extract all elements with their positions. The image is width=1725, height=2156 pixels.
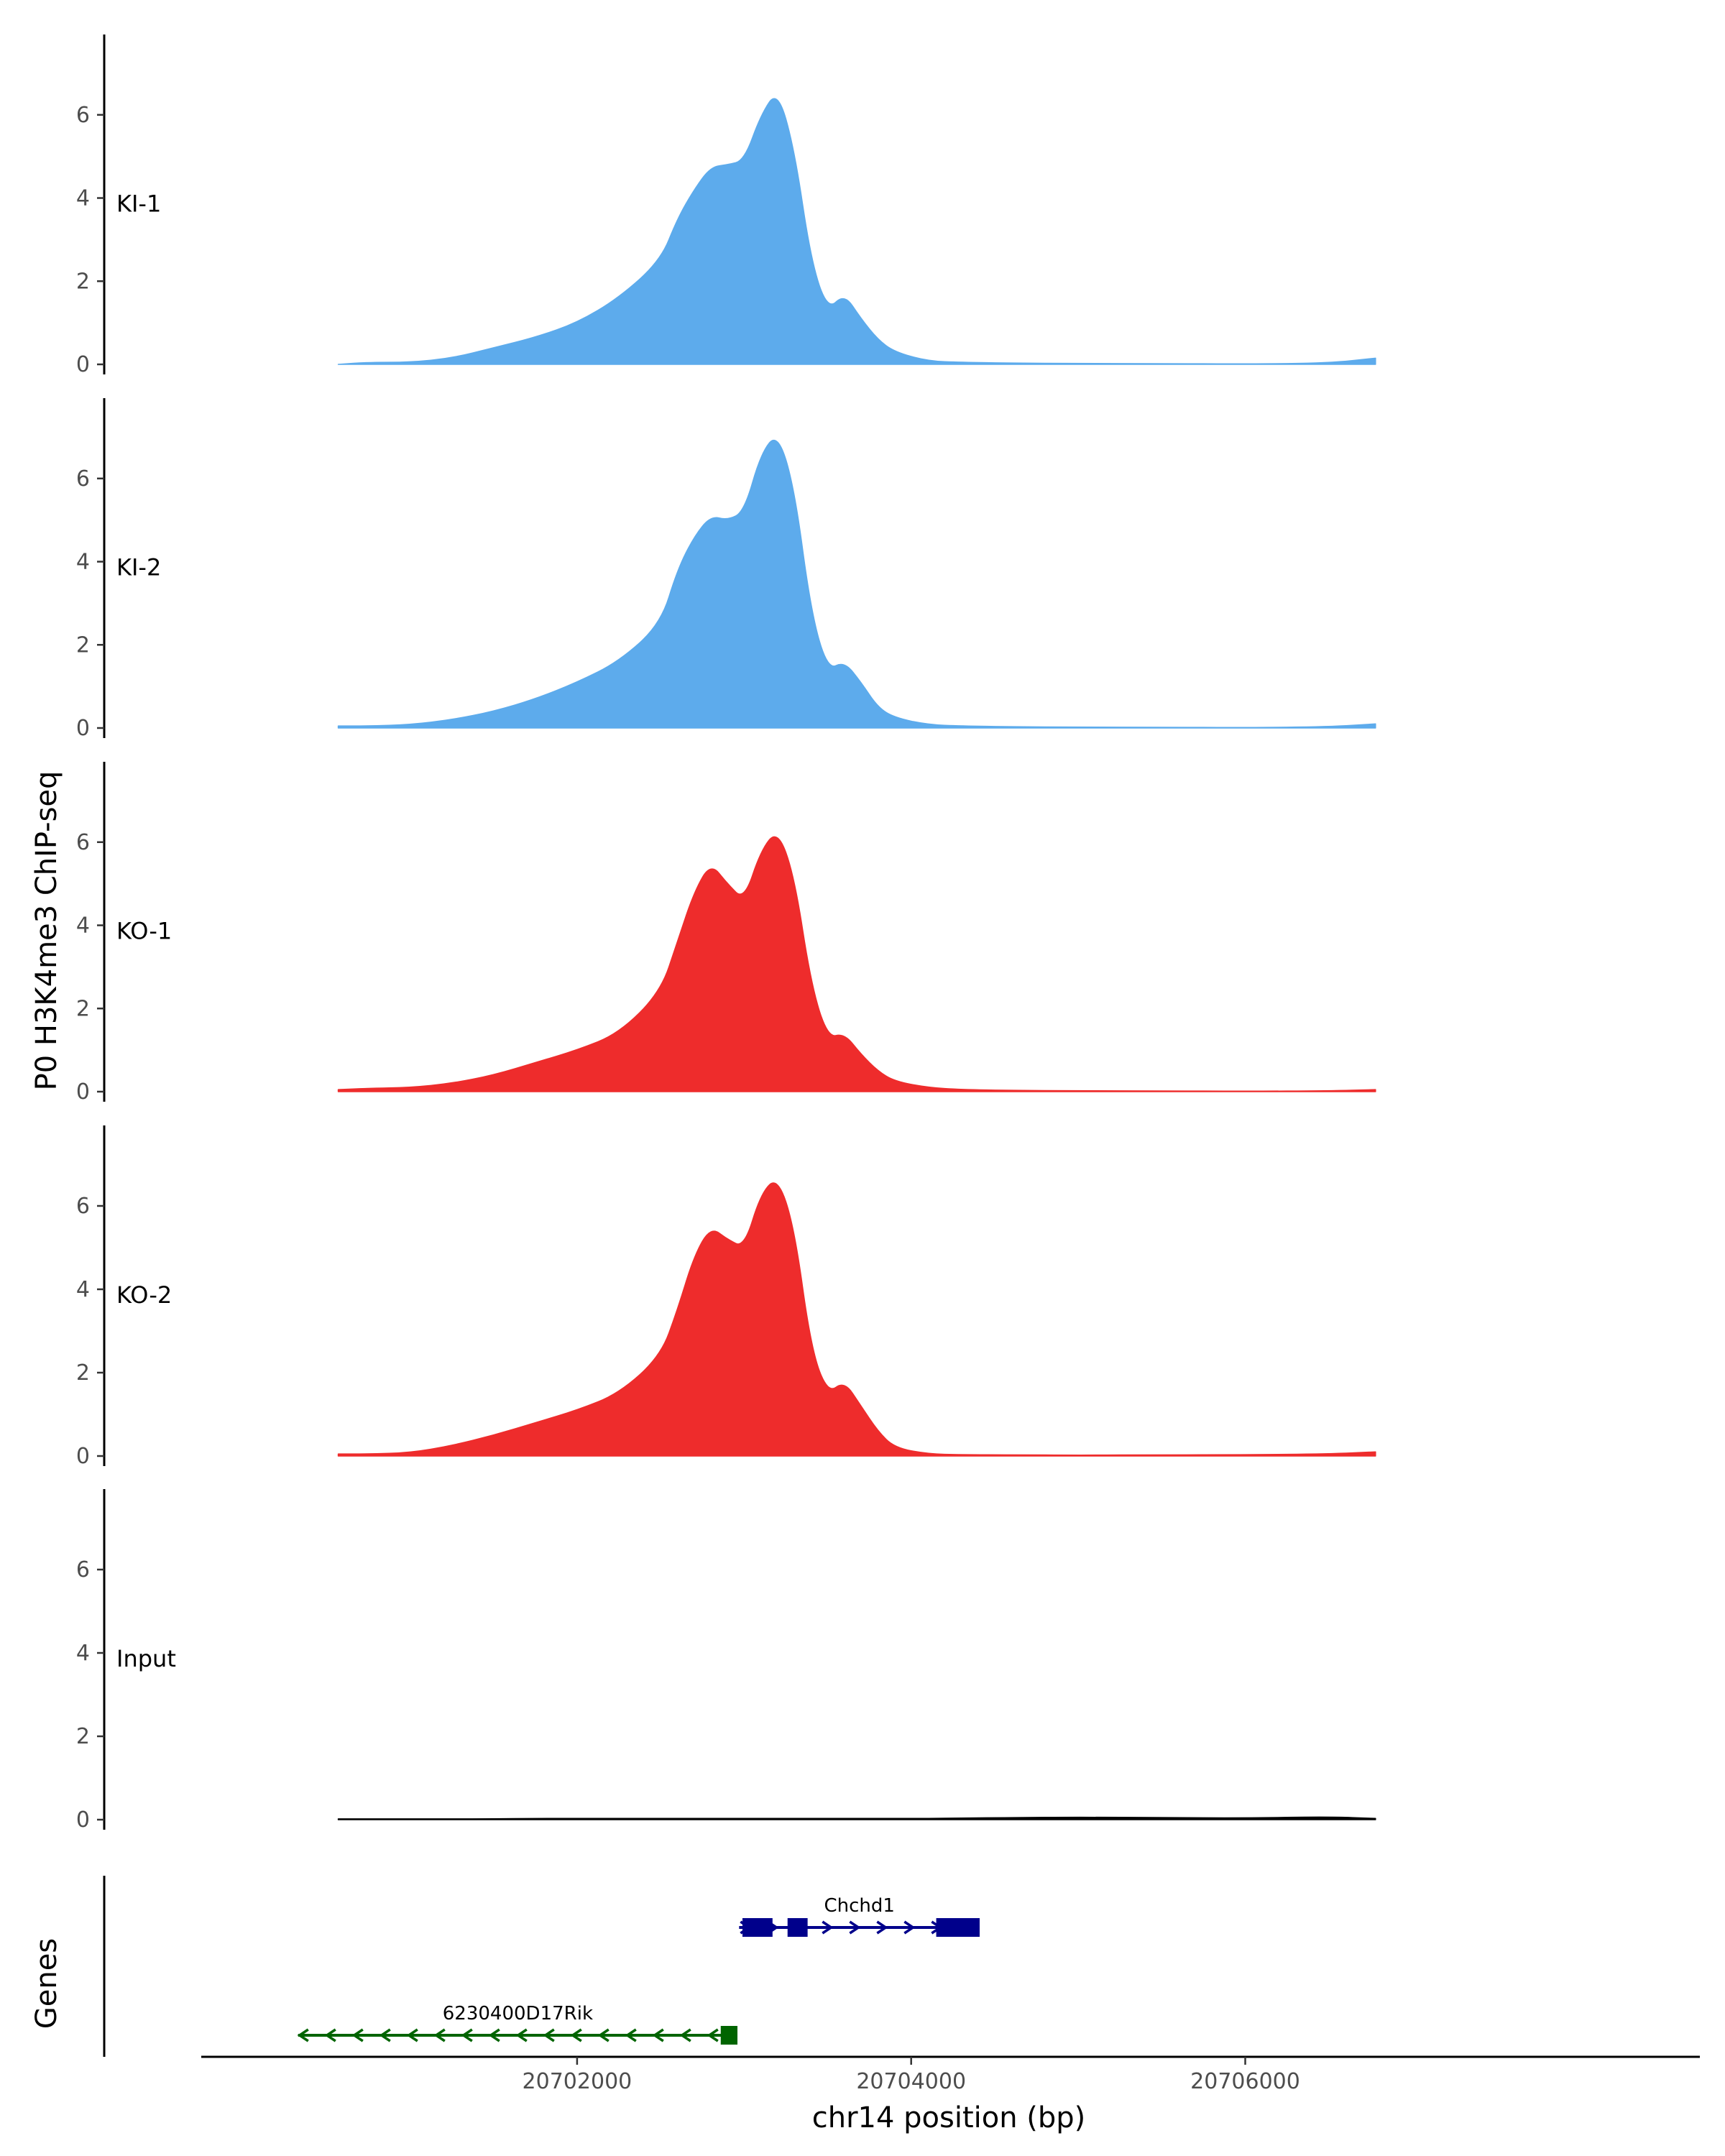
coverage-area — [337, 836, 1376, 1092]
strand-arrow — [597, 2028, 610, 2042]
x-tick-label: 20704000 — [856, 2069, 966, 2094]
y-tick-label: 4 — [76, 913, 90, 939]
strand-arrow — [433, 2028, 446, 2042]
y-tick-label: 0 — [76, 352, 90, 377]
exon — [936, 1918, 980, 1937]
gene-chchd1: Chchd1 — [739, 1895, 980, 1937]
track-ki-2: 0 2 4 6 KI-2 — [76, 398, 1376, 741]
strand-arrow — [652, 2028, 664, 2042]
x-axis: 20702000 20704000 20706000 — [201, 2055, 1700, 2094]
strand-arrow — [461, 2028, 473, 2042]
y-tick-label: 4 — [76, 1277, 90, 1302]
exon — [720, 2026, 738, 2045]
strand-arrow — [625, 2028, 637, 2042]
y-tick-label: 2 — [76, 632, 90, 658]
y-tick-label: 0 — [76, 1444, 90, 1469]
track-label: KI-2 — [116, 554, 161, 581]
track-input: 0 2 4 6 Input — [76, 1489, 1376, 1833]
coverage-area — [337, 98, 1376, 365]
exon — [787, 1918, 808, 1937]
y-tick-label: 4 — [76, 186, 90, 211]
strand-arrow — [570, 2028, 582, 2042]
y-tick-label: 6 — [76, 830, 90, 855]
strand-arrow — [488, 2028, 500, 2042]
y-tick-label: 0 — [76, 1807, 90, 1833]
y-tick-label: 2 — [76, 269, 90, 294]
strand-arrow — [903, 1920, 916, 1935]
tracks-layer: 0 2 4 6 KI-1 0 2 4 6 KI-2 0 2 4 6 KO-1 0 2 4 6 KO-2 0 2 4 6 Inpu… — [76, 34, 1376, 1833]
y-tick-label: 6 — [76, 1194, 90, 1219]
strand-arrow — [324, 2028, 336, 2042]
strand-arrow — [351, 2028, 364, 2042]
y-tick-label: 6 — [76, 103, 90, 128]
coverage-area — [337, 439, 1376, 729]
x-axis-title: chr14 position (bp) — [812, 2101, 1086, 2134]
y-tick-label: 0 — [76, 716, 90, 741]
y-tick-label: 4 — [76, 1641, 90, 1666]
x-tick-label: 20706000 — [1190, 2069, 1300, 2094]
coverage-area — [337, 1182, 1376, 1457]
strand-arrow — [379, 2028, 391, 2042]
gene-name: 6230400D17Rik — [443, 2003, 593, 2024]
strand-arrow — [822, 1920, 834, 1935]
y-tick-label: 2 — [76, 1360, 90, 1386]
strand-arrow — [543, 2028, 555, 2042]
track-label: Input — [116, 1645, 176, 1672]
y-tick-label: 2 — [76, 1724, 90, 1749]
y-tick-label: 6 — [76, 1557, 90, 1583]
gene-6230400d17rik: 6230400D17Rik — [297, 2003, 738, 2045]
track-ko-1: 0 2 4 6 KO-1 — [76, 762, 1376, 1105]
track-label: KO-2 — [116, 1281, 172, 1309]
gene-name: Chchd1 — [824, 1895, 894, 1917]
exon — [742, 1918, 773, 1937]
y-tick-label: 4 — [76, 550, 90, 575]
genes-track-label: Genes — [30, 1938, 63, 2029]
strand-arrow — [679, 2028, 691, 2042]
y-tick-label: 6 — [76, 466, 90, 492]
y-axis-title: P0 H3K4me3 ChIP-seq — [30, 771, 63, 1091]
genes-layer: Chchd1 6230400D17Rik — [103, 1876, 980, 2057]
x-tick-label: 20702000 — [523, 2069, 632, 2094]
y-tick-label: 0 — [76, 1079, 90, 1105]
strand-arrow — [406, 2028, 418, 2042]
strand-arrow — [707, 2028, 719, 2042]
track-ko-2: 0 2 4 6 KO-2 — [76, 1125, 1376, 1469]
strand-arrow — [849, 1920, 861, 1935]
y-tick-label: 2 — [76, 996, 90, 1021]
track-label: KO-1 — [116, 918, 172, 945]
track-ki-1: 0 2 4 6 KI-1 — [76, 34, 1376, 377]
strand-arrow — [297, 2028, 309, 2042]
strand-arrow — [515, 2028, 528, 2042]
strand-arrow — [876, 1920, 888, 1935]
coverage-area — [337, 1816, 1376, 1820]
track-label: KI-1 — [116, 190, 161, 218]
